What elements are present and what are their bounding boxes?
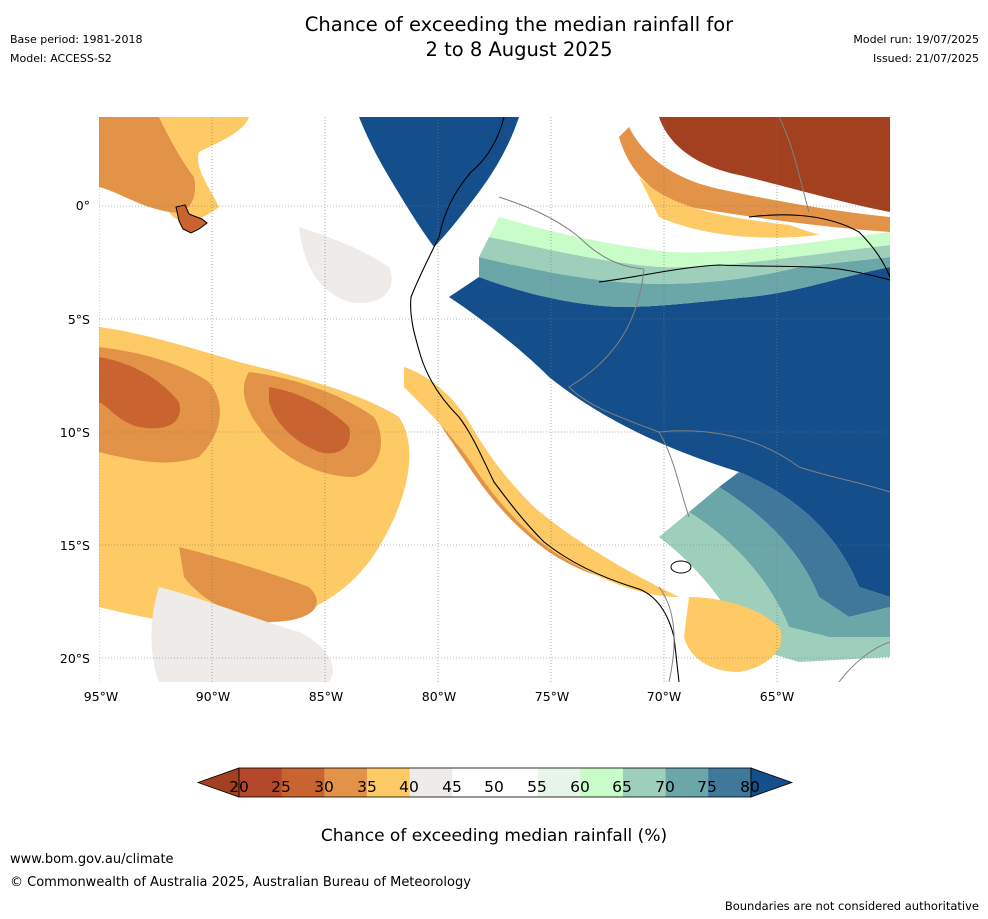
footer-disclaimer: Boundaries are not considered authoritat… (724, 899, 979, 913)
dry-northwest-35 (99, 117, 196, 213)
graticule (99, 117, 890, 682)
meta-left: Base period: 1981-2018 Model: ACCESS-S2 (10, 30, 142, 68)
border-1 (498, 196, 645, 270)
colorbar-segment (622, 768, 666, 797)
dry-northeast-25 (659, 117, 890, 212)
border-4 (778, 117, 810, 213)
lon-label-80w: 80°W (421, 689, 457, 704)
colorbar-tick-75: 75 (697, 778, 717, 796)
colorbar-tick-80: 80 (740, 778, 760, 796)
model-name: Model: ACCESS-S2 (10, 52, 112, 65)
colorbar-segment (665, 768, 709, 797)
title-line-1: Chance of exceeding the median rainfall … (304, 13, 734, 36)
lat-label-10s: 10°S (59, 425, 90, 440)
footer-url: www.bom.gov.au/climate (10, 852, 174, 867)
lon-label-70w: 70°W (646, 689, 682, 704)
colorbar-segment (366, 768, 411, 797)
colorbar-segment (324, 768, 368, 797)
lon-label-75w: 75°W (534, 689, 570, 704)
neutral-patch-45-b (299, 227, 392, 303)
colorbar-tick-50: 50 (484, 778, 504, 796)
colorbar (196, 767, 794, 798)
border-5 (658, 586, 675, 682)
coastline-north (598, 264, 890, 283)
colorbar-segments (196, 767, 794, 798)
dry-southeast-40 (684, 597, 782, 672)
colorbar-segment (537, 768, 581, 797)
colorbar-segment (494, 768, 539, 797)
dry-coast-40 (404, 367, 679, 597)
rainfall-map (99, 117, 890, 682)
lat-label-20s: 20°S (59, 651, 90, 666)
colorbar-frame (238, 767, 752, 798)
dry-northeast-40 (639, 177, 819, 238)
colorbar-tick-40: 40 (399, 778, 419, 796)
colorbar-tick-20: 20 (229, 778, 249, 796)
title-line-2: 2 to 8 August 2025 (425, 38, 613, 61)
model-run: Model run: 19/07/2025 (853, 33, 979, 46)
dry-northwest-40 (159, 117, 249, 222)
dry-central-30 (269, 387, 350, 454)
lon-label-90w: 90°W (195, 689, 231, 704)
meta-right: Model run: 19/07/2025 Issued: 21/07/2025 (853, 30, 979, 68)
wet-region-north-80 (359, 117, 519, 247)
colorbar-tick-55: 55 (527, 778, 547, 796)
neutral-patch-45 (151, 587, 333, 682)
issued-date: Issued: 21/07/2025 (872, 52, 979, 65)
colorbar-tick-60: 60 (570, 778, 590, 796)
colorbar-tick-65: 65 (612, 778, 632, 796)
footer-copyright: © Commonwealth of Australia 2025, Austra… (10, 875, 471, 890)
colorbar-tick-45: 45 (442, 778, 462, 796)
wet-band-north-60 (489, 217, 890, 268)
wet-band-north-70 (479, 257, 890, 307)
map-canvas (99, 117, 890, 682)
wet-fringe-75 (719, 472, 890, 617)
colorbar-segment (239, 768, 283, 797)
map-title: Chance of exceeding the median rainfall … (0, 12, 988, 62)
dry-south-35 (179, 547, 317, 622)
galapagos-islands (175, 204, 208, 234)
wet-fringe-65 (659, 512, 890, 662)
wet-band-north-65 (479, 237, 890, 284)
border-2 (568, 268, 690, 518)
wet-fringe-70 (689, 487, 890, 637)
coastline (410, 117, 680, 682)
colorbar-tick-70: 70 (655, 778, 675, 796)
coastline-northeast (748, 214, 890, 278)
colorbar-tick-30: 30 (314, 778, 334, 796)
lon-label-95w: 95°W (83, 689, 119, 704)
border-3 (658, 430, 890, 493)
colorbar-title: Chance of exceeding median rainfall (%) (320, 826, 668, 846)
lon-label-85w: 85°W (308, 689, 344, 704)
colorbar-tick-25: 25 (271, 778, 291, 796)
colorbar-segment (409, 768, 453, 797)
colorbar-segment (580, 768, 624, 797)
colorbar-segment (708, 768, 752, 797)
lake-titicaca (670, 560, 692, 574)
base-period: Base period: 1981-2018 (10, 33, 143, 46)
border-6 (838, 641, 890, 682)
lon-label-65w: 65°W (759, 689, 795, 704)
lat-label-5s: 5°S (67, 312, 90, 327)
dry-west-30 (99, 357, 180, 429)
colorbar-segment (281, 768, 325, 797)
colorbar-tick-35: 35 (357, 778, 377, 796)
lat-label-0: 0° (75, 198, 90, 213)
colorbar-segment (452, 768, 496, 797)
lat-label-15s: 15°S (59, 538, 90, 553)
